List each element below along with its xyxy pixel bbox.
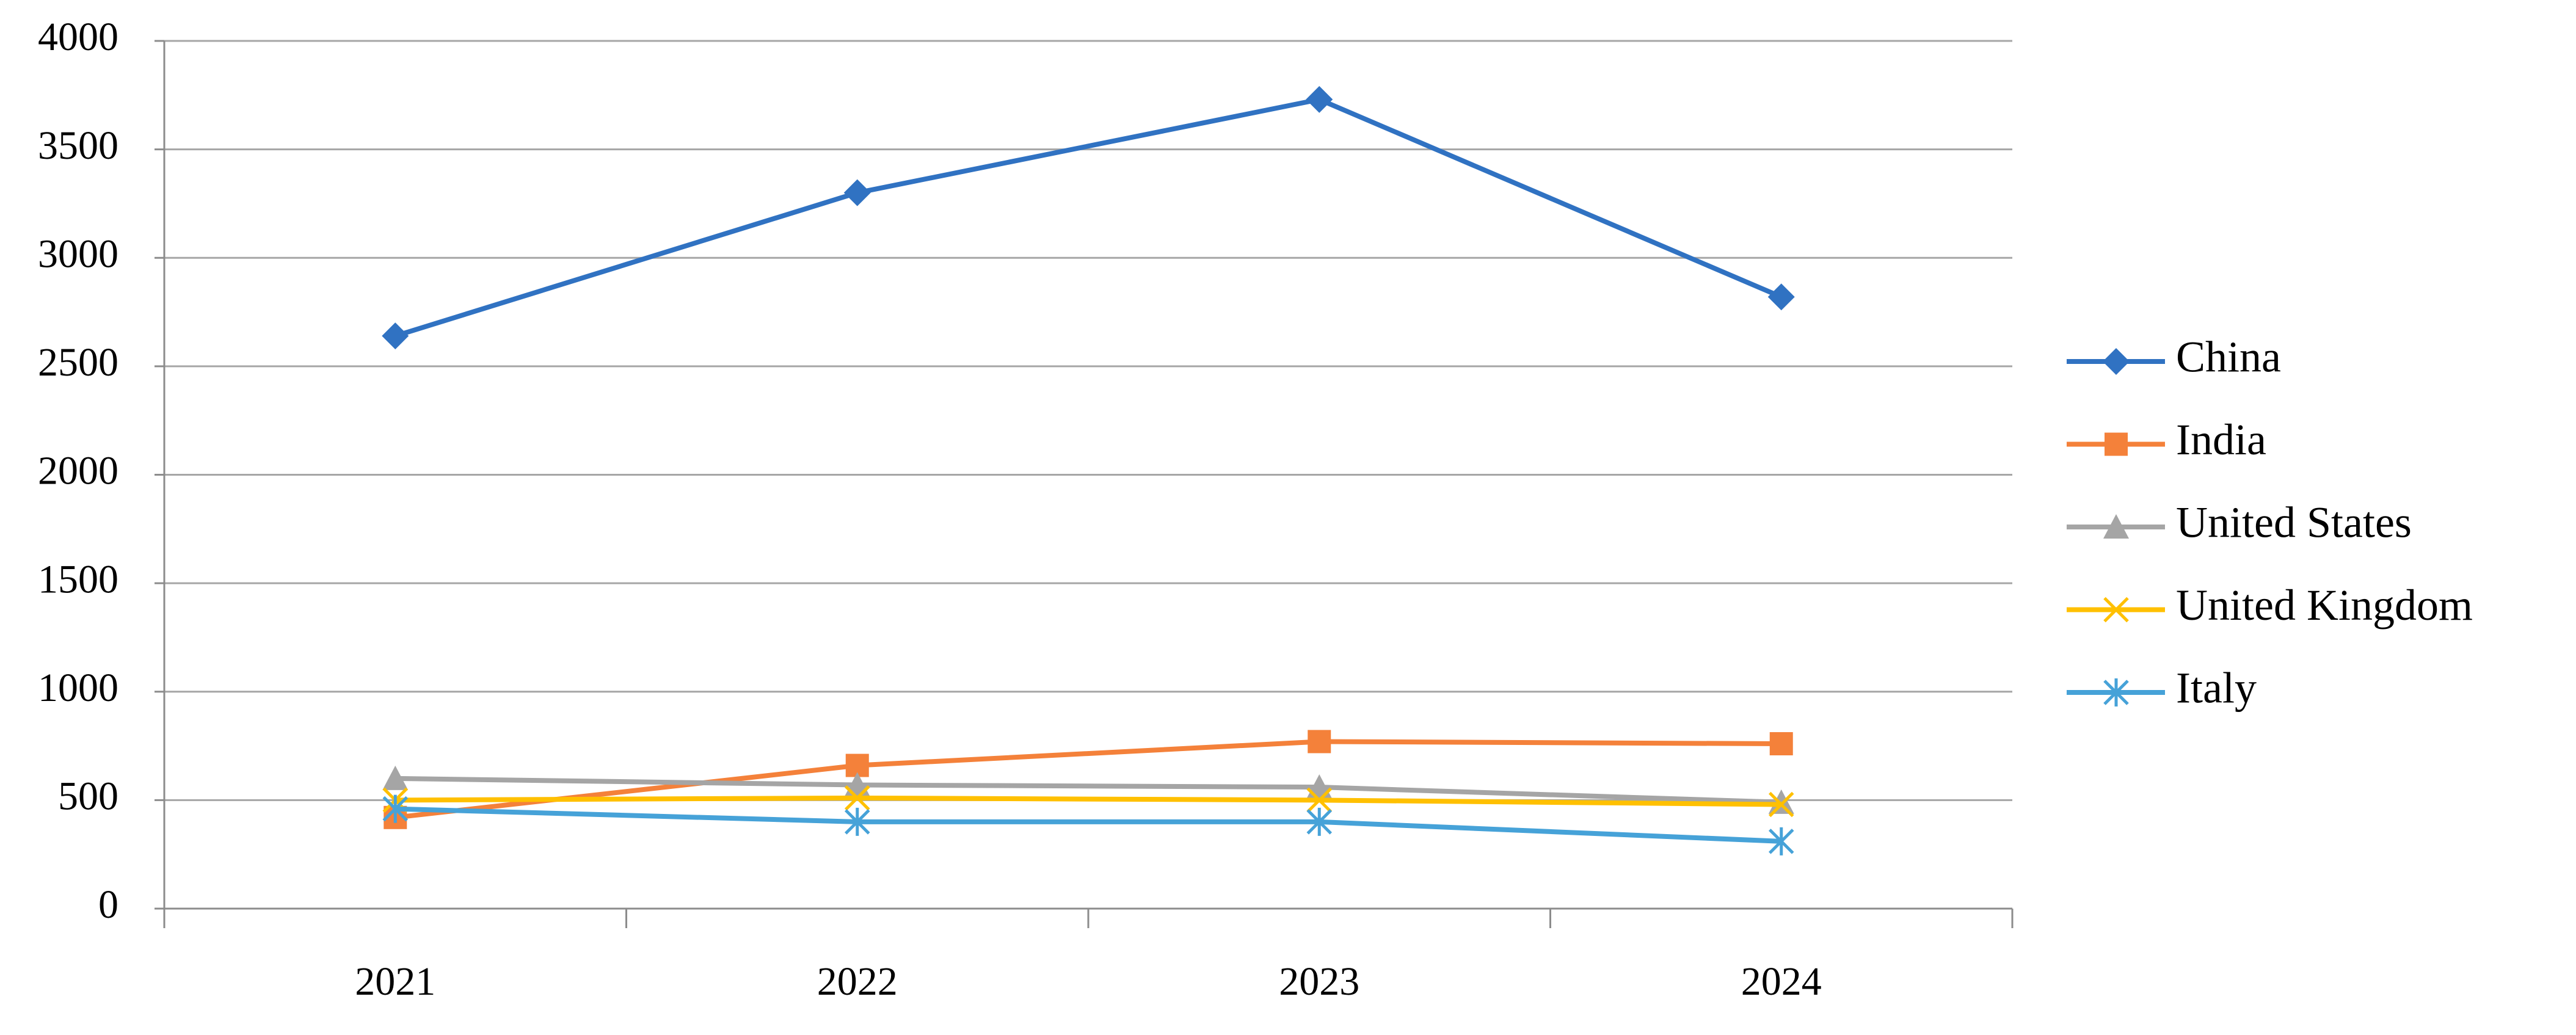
- marker: [2103, 514, 2129, 539]
- y-tick-label: 1000: [38, 666, 118, 710]
- series: Italy: [382, 664, 2257, 855]
- series: India: [384, 415, 2266, 829]
- y-tick-label: 0: [98, 882, 118, 927]
- legend-label: China: [2176, 333, 2281, 382]
- y-tick-label: 500: [58, 774, 118, 819]
- series-line: [395, 739, 1781, 820]
- marker: [2103, 678, 2129, 706]
- legend-label: Italy: [2176, 664, 2257, 713]
- marker: [1768, 827, 1794, 855]
- marker: [2105, 432, 2128, 456]
- marker: [2103, 348, 2130, 375]
- marker: [1769, 732, 1793, 756]
- x-tick-label: 2023: [1279, 959, 1359, 1004]
- marker: [382, 794, 409, 823]
- marker: [1768, 791, 1794, 818]
- y-tick-label: 2500: [38, 340, 118, 385]
- x-tick-label: 2022: [817, 959, 898, 1004]
- marker: [844, 785, 870, 811]
- y-tick-label: 3000: [38, 231, 118, 276]
- marker: [844, 807, 870, 836]
- series-line: [395, 806, 1781, 844]
- series: China: [382, 85, 2281, 382]
- x-tick-label: 2024: [1741, 959, 1822, 1004]
- marker: [1308, 730, 1331, 754]
- marker: [1768, 789, 1794, 814]
- y-tick-label: 4000: [38, 15, 118, 59]
- legend-label: United Kingdom: [2176, 581, 2473, 630]
- legend-label: India: [2176, 415, 2266, 464]
- marker: [1306, 807, 1333, 836]
- series-line: [395, 775, 1781, 805]
- x-tick-label: 2021: [355, 959, 435, 1004]
- marker: [382, 765, 409, 790]
- legend-label: United States: [2176, 498, 2412, 547]
- marker: [382, 322, 409, 350]
- marker: [1767, 283, 1795, 311]
- y-tick-label: 1500: [38, 557, 118, 601]
- marker: [843, 179, 871, 206]
- y-tick-label: 3500: [38, 123, 118, 168]
- y-tick-label: 2000: [38, 449, 118, 493]
- series-line: [395, 795, 1781, 807]
- marker: [1306, 85, 1333, 113]
- marker: [1306, 787, 1333, 813]
- series: United States: [382, 498, 2412, 814]
- series-line: [395, 96, 1783, 338]
- marker: [2103, 597, 2129, 623]
- series: United Kingdom: [382, 581, 2473, 818]
